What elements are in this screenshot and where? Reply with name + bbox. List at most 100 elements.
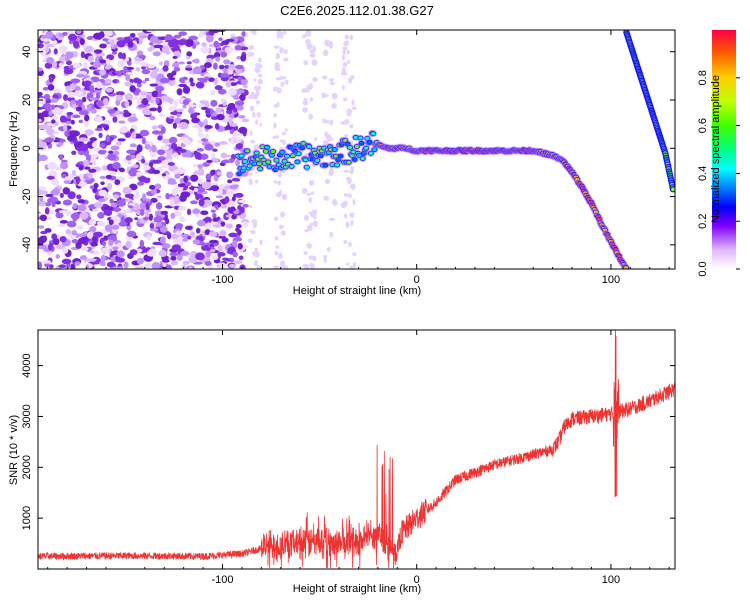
noise-speckle: [165, 192, 170, 200]
noise-speckle: [135, 67, 141, 72]
noise-speckle: [58, 210, 67, 214]
noise-speckle: [124, 93, 134, 101]
noise-speckle: [167, 181, 178, 185]
faint-speckle: [254, 247, 258, 252]
faint-speckle: [248, 44, 255, 51]
faint-speckle: [328, 169, 335, 176]
faint-speckle: [308, 179, 315, 186]
noise-speckle: [227, 102, 236, 110]
noise-speckle: [220, 221, 226, 227]
noise-speckle: [141, 80, 147, 84]
noise-speckle: [190, 200, 198, 205]
faint-speckle: [303, 251, 308, 255]
snr-series-line: [38, 330, 675, 569]
noise-speckle: [38, 112, 48, 117]
noise-speckle: [116, 266, 124, 269]
noise-speckle: [159, 236, 166, 244]
signal-core: [352, 157, 357, 162]
colorbar: 0.0 0.2 0.4 0.6 0.8 Normalized spectral ampl…: [697, 30, 740, 277]
noise-speckle: [141, 66, 146, 70]
noise-speckle: [70, 119, 75, 125]
noise-speckle: [125, 74, 131, 81]
noise-speckle: [224, 46, 234, 54]
noise-speckle: [96, 49, 103, 53]
noise-speckle: [65, 229, 72, 235]
faint-speckle: [331, 104, 337, 109]
signal-core: [284, 154, 290, 158]
noise-speckle: [115, 99, 121, 106]
faint-speckle: [302, 99, 309, 106]
faint-speckle: [282, 30, 287, 35]
signal-core: [296, 152, 301, 156]
noise-speckle: [173, 66, 181, 72]
noise-speckle: [136, 181, 145, 186]
noise-speckle: [205, 35, 214, 43]
noise-speckle: [38, 43, 44, 49]
noise-speckle: [134, 217, 139, 221]
noise-speckle: [103, 235, 109, 241]
noise-speckle: [152, 159, 162, 164]
noise-speckle: [70, 263, 76, 269]
noise-speckle: [99, 59, 107, 64]
faint-speckle: [301, 187, 308, 195]
noise-speckle: [123, 198, 133, 202]
signal-core: [358, 136, 363, 140]
faint-speckle: [329, 217, 335, 222]
noise-speckle: [220, 51, 227, 58]
noise-speckle: [198, 198, 205, 207]
noise-speckle: [139, 208, 145, 216]
faint-speckle: [252, 112, 256, 118]
noise-speckle: [237, 204, 242, 210]
noise-speckle: [169, 199, 175, 207]
noise-speckle: [141, 137, 146, 145]
noise-speckle: [180, 191, 191, 198]
noise-speckle: [50, 209, 56, 215]
noise-speckle: [209, 109, 214, 114]
noise-speckle: [139, 239, 145, 248]
faint-speckle: [248, 51, 255, 56]
noise-speckle: [42, 86, 49, 91]
noise-speckle: [160, 145, 170, 151]
noise-speckle: [221, 237, 229, 243]
noise-speckle: [140, 61, 149, 67]
faint-speckle: [281, 76, 287, 80]
faint-speckle: [304, 229, 309, 233]
noise-speckle: [137, 248, 143, 253]
noise-speckle: [234, 45, 242, 51]
colorbar-scale: [712, 30, 736, 269]
noise-speckle: [145, 202, 150, 211]
noise-speckle: [237, 76, 243, 82]
noise-speckle: [148, 213, 154, 221]
noise-speckle: [197, 164, 203, 169]
faint-speckle: [302, 107, 309, 113]
noise-speckle: [66, 111, 74, 116]
noise-speckle: [126, 230, 137, 238]
faint-speckle: [350, 219, 354, 227]
noise-speckle: [62, 247, 69, 254]
faint-speckle: [301, 34, 307, 39]
noise-speckle: [182, 85, 191, 94]
noise-speckle: [218, 37, 223, 42]
noise-speckle: [214, 142, 220, 147]
noise-speckle: [135, 78, 143, 84]
faint-speckle: [254, 85, 258, 90]
noise-speckle: [173, 200, 179, 205]
spectrogram-y-tick-label: 0: [21, 145, 33, 151]
noise-speckle: [161, 173, 167, 177]
noise-speckle: [204, 133, 210, 140]
noise-speckle: [109, 198, 114, 204]
noise-speckle: [61, 258, 72, 265]
faint-speckle: [277, 180, 281, 186]
faint-speckle: [251, 219, 258, 224]
noise-speckle: [242, 221, 249, 228]
noise-speckle: [55, 211, 64, 219]
noise-speckle: [136, 32, 147, 37]
noise-speckle: [181, 264, 187, 269]
noise-speckle: [215, 195, 224, 199]
faint-speckle: [342, 62, 348, 67]
noise-speckle: [127, 175, 134, 180]
noise-speckle: [133, 96, 139, 101]
noise-speckle: [217, 252, 226, 257]
noise-speckle: [40, 230, 48, 235]
faint-speckle: [314, 137, 318, 142]
